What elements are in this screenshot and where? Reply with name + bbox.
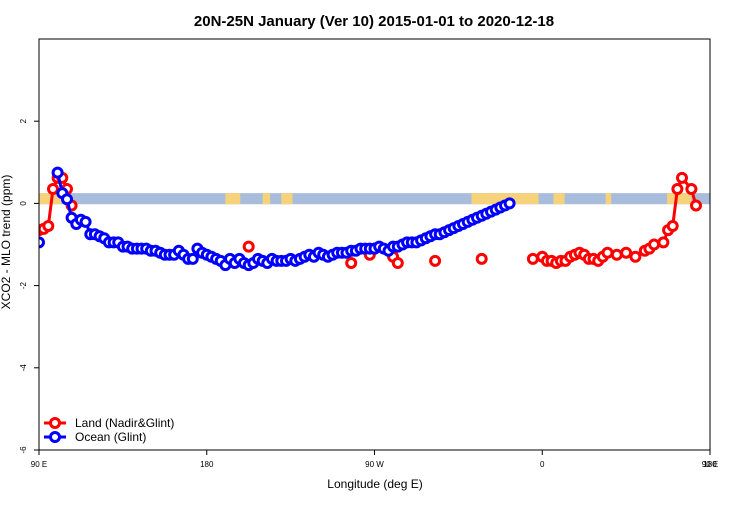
ocean-point xyxy=(51,166,64,179)
clipped-content xyxy=(39,166,710,272)
y-tick-label: 0 xyxy=(19,201,28,206)
land-point xyxy=(690,199,702,212)
x-tick-label: 90 E xyxy=(31,460,47,469)
land-point xyxy=(42,220,55,232)
land-band-segment xyxy=(667,193,692,205)
x-tick-label: 180 xyxy=(200,460,214,469)
land-band-segment xyxy=(262,193,271,205)
y-tick-label: -4 xyxy=(19,364,28,372)
land-point xyxy=(685,183,698,195)
legend-land-label: Land (Nadir&Glint) xyxy=(75,416,174,430)
land-point xyxy=(475,252,488,265)
land-band-segment xyxy=(553,193,565,205)
ocean-point xyxy=(186,252,199,265)
land-point xyxy=(620,246,633,259)
y-tick-label: -2 xyxy=(19,281,28,289)
land-band-segment xyxy=(225,193,241,205)
land-point xyxy=(345,257,358,269)
land-point xyxy=(526,252,539,265)
land-point xyxy=(242,240,255,253)
y-axis-label: XCO2 - MLO trend (ppm) xyxy=(0,175,13,310)
x-axis-label: Longitude (deg E) xyxy=(327,477,422,491)
land-point xyxy=(648,238,661,251)
land-point xyxy=(391,257,404,269)
legend-land-marker xyxy=(49,417,61,429)
chart-title: 20N-25N January (Ver 10) 2015-01-01 to 2… xyxy=(194,13,554,30)
ocean-point xyxy=(39,236,45,249)
x-tick-label: 0 xyxy=(540,460,545,469)
y-tick-label: 2 xyxy=(19,118,28,123)
legend-ocean-marker xyxy=(49,431,61,443)
ocean-band xyxy=(39,193,710,205)
land-band-segment xyxy=(605,193,612,205)
x-tick-label: 90 E xyxy=(702,460,718,469)
ocean-point xyxy=(79,215,92,228)
land-point xyxy=(676,171,688,184)
land-band-segment xyxy=(39,193,62,205)
land-point xyxy=(666,220,679,232)
land-point xyxy=(601,246,614,259)
land-point xyxy=(429,254,442,267)
x-tick-label: 180 xyxy=(703,460,717,469)
land-point xyxy=(657,236,670,249)
land-band-segment xyxy=(471,193,539,205)
land-point xyxy=(47,183,59,195)
legend-ocean-label: Ocean (Glint) xyxy=(75,430,146,444)
land-point xyxy=(671,183,684,195)
legend-item-land: Land (Nadir&Glint) xyxy=(44,416,174,430)
land-point xyxy=(629,250,642,263)
land-band-segment xyxy=(281,193,293,205)
y-tick-label: -6 xyxy=(19,446,28,454)
legend: Land (Nadir&Glint) Ocean (Glint) xyxy=(44,416,174,444)
ocean-point xyxy=(503,197,516,210)
legend-item-ocean: Ocean (Glint) xyxy=(44,430,146,444)
ocean-point xyxy=(61,193,73,206)
land-point xyxy=(610,248,623,261)
x-tick-label: 90 W xyxy=(365,460,384,469)
